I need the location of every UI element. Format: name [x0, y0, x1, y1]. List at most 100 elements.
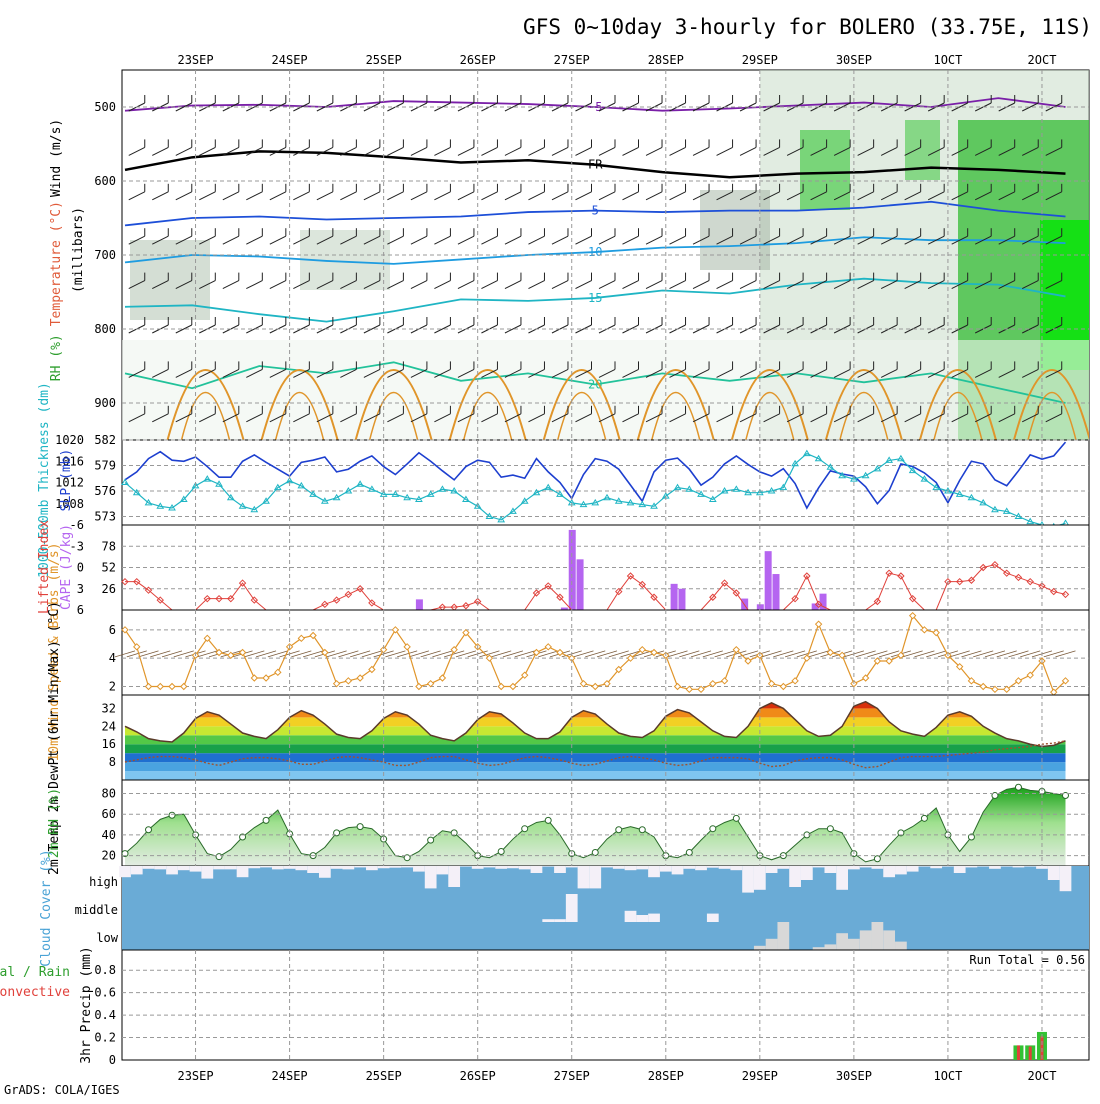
cloud-high-gap [518, 866, 531, 870]
cape-bar [560, 607, 568, 610]
date-label-top: 24SEP [272, 53, 308, 67]
surface-barb [432, 650, 453, 658]
surface-barb [726, 650, 747, 658]
wind-barb [175, 280, 193, 290]
surface-barb [126, 650, 147, 658]
wind-speed-point [156, 682, 164, 691]
cape-bar [772, 574, 780, 610]
wind-barb [199, 146, 216, 156]
wind-barb [175, 235, 193, 245]
cloud-high-gap [1012, 866, 1025, 868]
wind-barb [551, 191, 569, 201]
wind-barb [457, 146, 475, 156]
warm-contour-arc [824, 369, 903, 440]
surface-barb [879, 650, 900, 658]
thickness-point [697, 490, 705, 497]
wind-barb [598, 235, 616, 245]
wind-barb [951, 191, 968, 201]
lifted-index-point [544, 582, 552, 590]
wind-barb [316, 235, 334, 245]
lifted-index-point [532, 589, 541, 597]
wind-barb [810, 235, 827, 245]
wind-barb [716, 191, 733, 201]
cloud-high-gap [507, 866, 519, 869]
wind-barb [246, 191, 263, 201]
cloud-high-gap [1047, 866, 1060, 880]
surface-barb [949, 650, 970, 658]
wind-speed-point [709, 679, 717, 688]
thickness-point [838, 471, 847, 479]
thickness-point [473, 502, 482, 509]
wind-barb [457, 413, 475, 423]
cloud-label: Cloud Cover (%) [39, 849, 54, 966]
rh-point [403, 854, 411, 862]
wind-barb [716, 280, 733, 290]
thickness-point [250, 505, 259, 513]
wind-barb [786, 280, 804, 290]
lifted-index-point [803, 572, 811, 580]
wind-barb [504, 102, 522, 112]
wind-barb [927, 235, 945, 245]
contour-label-5: 5 [592, 204, 599, 218]
wind-barb [128, 368, 145, 378]
contour-20 [124, 361, 1066, 404]
wind-barb [998, 413, 1015, 423]
wind-barb [880, 413, 898, 423]
rh-point [168, 811, 176, 819]
wind-speed-point [955, 662, 964, 671]
thickness-point [767, 487, 776, 494]
wind-barb [293, 324, 310, 334]
cloud-high-gap [177, 866, 190, 871]
warm-contour-arc-inner [1027, 392, 1077, 440]
wind-barb [692, 102, 710, 112]
wind-speed-point [497, 682, 505, 691]
cloud-high-gap [213, 866, 225, 870]
thickness-point [920, 475, 929, 482]
rh-point [873, 855, 881, 863]
wind-barb [551, 413, 569, 423]
thickness-point [262, 497, 270, 504]
wind-barb [833, 102, 851, 112]
wind-barb [974, 413, 992, 423]
wind-barb [575, 102, 592, 112]
contour-10 [124, 236, 1066, 265]
wind-speed-point [180, 682, 188, 691]
cape-bar [756, 604, 764, 610]
wind-barb [786, 235, 804, 245]
surface-barb [255, 650, 277, 658]
wind-barb [575, 324, 592, 334]
temp-band [125, 771, 1066, 780]
surface-barb [585, 650, 606, 658]
lifted-index-point [897, 572, 905, 580]
wind-speed-point [274, 668, 282, 677]
wind-barb [316, 324, 334, 334]
wind-barb [739, 280, 757, 290]
cloud-high-gap [965, 866, 978, 868]
cloud-high-gap [295, 866, 308, 871]
thickness-point [614, 497, 623, 504]
wind-speed-point [908, 611, 917, 620]
surface-wind-panel: 2 4 6 [109, 609, 1090, 696]
wind-speed-point [826, 648, 835, 657]
temp-ticks: 8 16 24 32 [102, 701, 116, 769]
wind-barb [128, 235, 145, 245]
wind-speed-point [544, 643, 552, 651]
wind-barb [810, 280, 827, 290]
wind-speed-point [438, 674, 447, 682]
rh-point [638, 826, 646, 834]
wind-speed-point [332, 679, 341, 688]
lifted-index-point [238, 579, 247, 587]
wind-barb [692, 280, 710, 290]
wind-tick-label: 6 [109, 623, 116, 637]
cloud-high-gap [1036, 866, 1048, 869]
slp-label: SLP (mb) [59, 449, 74, 512]
cloud-high-gap [166, 866, 178, 875]
wind-barb [857, 413, 874, 423]
thickness-point [556, 490, 564, 497]
surface-barb [302, 650, 324, 658]
contour-label--5: -5 [588, 100, 602, 114]
wind-barb [363, 235, 381, 245]
thickness-point [273, 483, 282, 491]
thickness-point [1014, 512, 1023, 519]
wind-barb [316, 413, 334, 423]
